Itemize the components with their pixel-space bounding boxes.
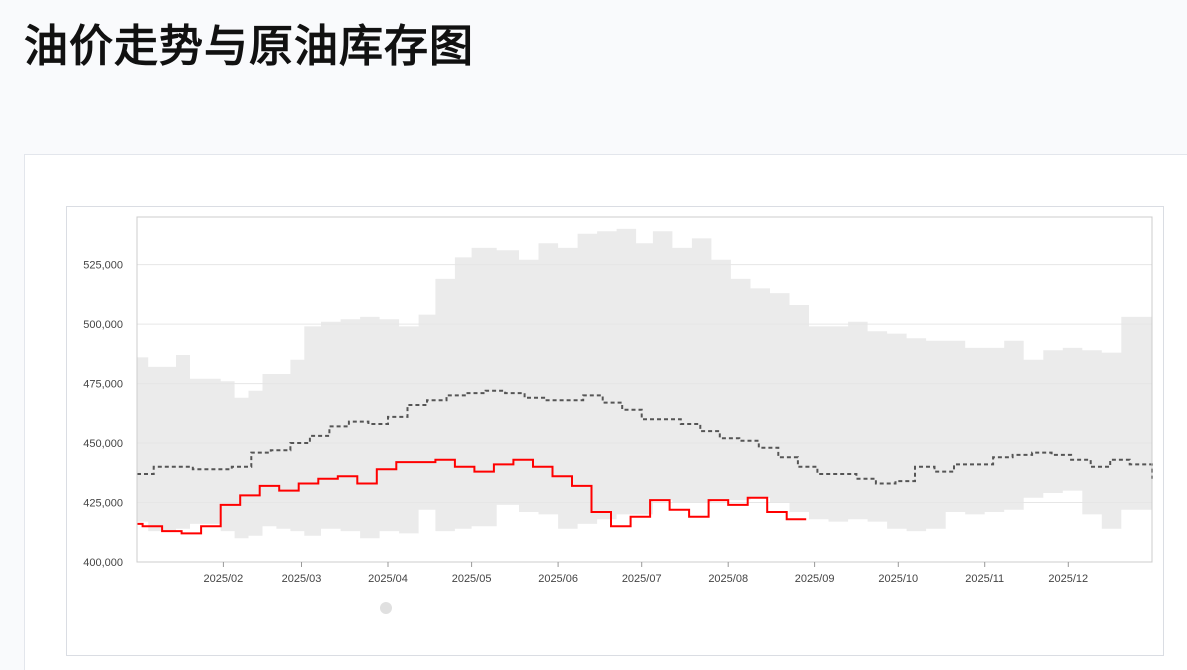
y-tick-label: 500,000 xyxy=(83,319,123,331)
y-tick-label: 525,000 xyxy=(83,260,123,272)
chart-card: 400,000 425,000 450,000 475,000 500,000 525,0… xyxy=(24,154,1187,670)
x-tick-label: 2025/12 xyxy=(1048,573,1088,585)
x-tick-label: 2025/05 xyxy=(452,573,492,585)
y-tick-label: 475,000 xyxy=(83,379,123,391)
x-tick-label: 2025/11 xyxy=(965,573,1004,585)
x-tick-label: 2025/08 xyxy=(708,573,748,585)
y-tick-label: 450,000 xyxy=(83,438,123,450)
x-tick-label: 2025/10 xyxy=(878,573,918,585)
page-title: 油价走势与原油库存图 xyxy=(24,21,474,72)
x-tick-label: 2025/04 xyxy=(368,573,408,585)
plot-border xyxy=(136,216,1153,563)
x-tick-label: 2025/06 xyxy=(538,573,578,585)
series-layer xyxy=(137,389,1153,535)
x-tick-label: 2025/03 xyxy=(282,573,322,585)
chart-frame: 400,000 425,000 450,000 475,000 500,000 525,0… xyxy=(66,206,1164,656)
x-tick-label: 2025/09 xyxy=(795,573,835,585)
series-line-current xyxy=(137,458,807,535)
x-tick-label: 2025/02 xyxy=(204,573,244,585)
legend-range-band-marker[interactable] xyxy=(380,602,392,614)
x-tick-label: 2025/07 xyxy=(622,573,662,585)
y-tick-label: 425,000 xyxy=(83,498,123,510)
y-tick-label: 400,000 xyxy=(83,557,123,569)
axes-layer: 400,000 425,000 450,000 475,000 500,000 525,0… xyxy=(83,216,1153,585)
inventory-line-chart: 400,000 425,000 450,000 475,000 500,000 525,0… xyxy=(83,216,1153,585)
